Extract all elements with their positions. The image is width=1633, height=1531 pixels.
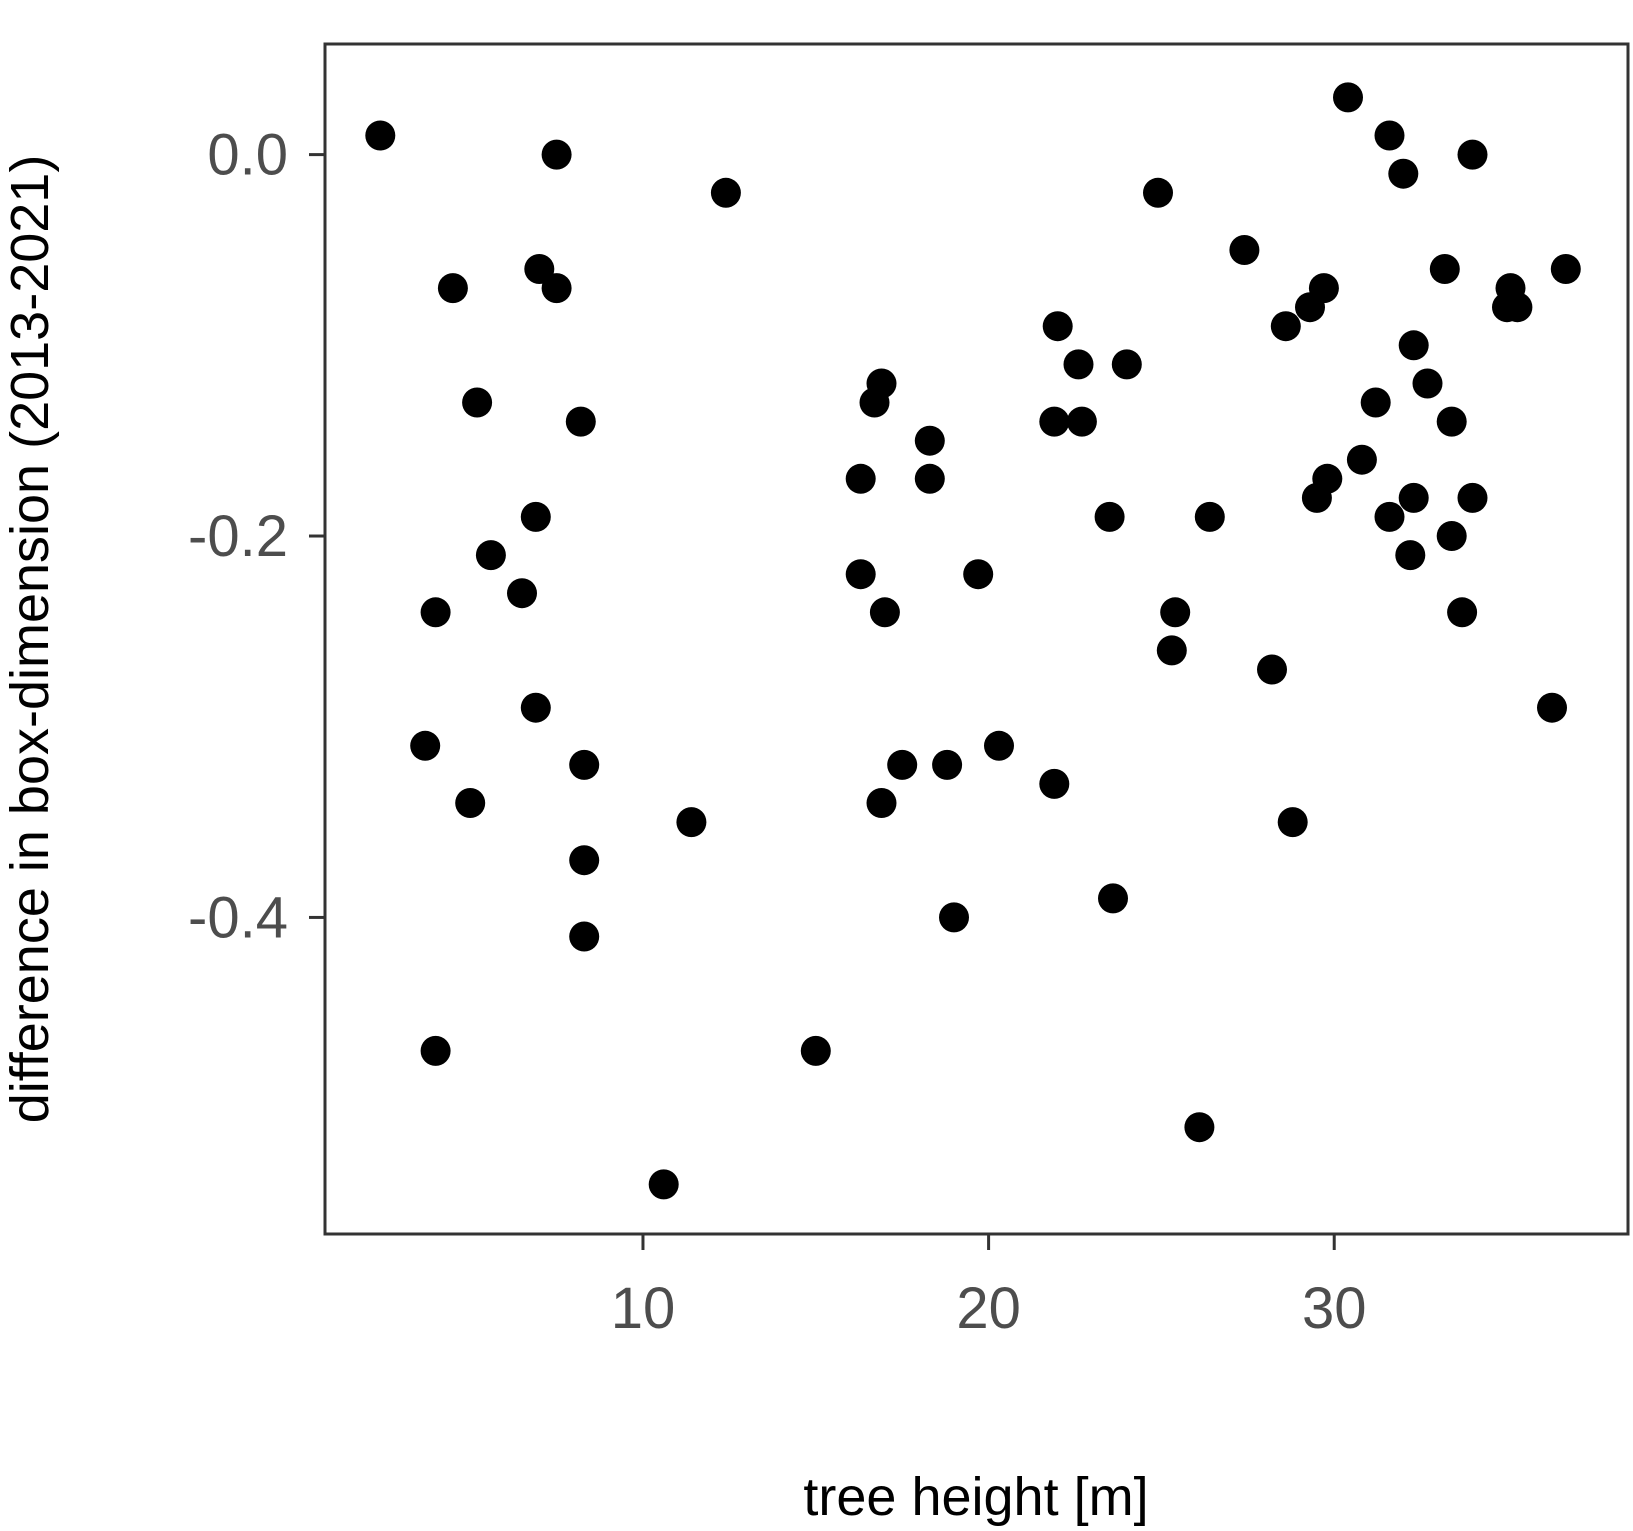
y-tick-label: 0.0 [207, 123, 288, 188]
data-point [1398, 482, 1429, 513]
data-point [914, 425, 945, 456]
data-point [984, 730, 1014, 761]
data-point [1111, 349, 1142, 380]
data-point [1257, 654, 1287, 685]
data-point [1143, 177, 1173, 208]
data-point [524, 254, 555, 284]
data-point [1063, 349, 1094, 380]
data-point [1194, 501, 1225, 532]
data-point [1295, 292, 1325, 323]
data-point [507, 578, 537, 609]
data-point [1156, 635, 1187, 666]
x-tick-label: 20 [956, 1276, 1021, 1341]
data-point [1436, 521, 1467, 551]
data-point [963, 559, 994, 590]
data-point [1457, 482, 1488, 513]
data-point [1412, 368, 1443, 399]
y-tick-label: -0.4 [188, 885, 288, 950]
data-point [939, 902, 969, 933]
data-point [1039, 768, 1070, 799]
data-point [1395, 540, 1426, 571]
data-point [520, 692, 551, 723]
data-point [1429, 254, 1460, 284]
data-point [710, 177, 741, 208]
data-point [410, 730, 441, 761]
x-tick-label: 10 [611, 1276, 676, 1341]
data-point [1184, 1112, 1215, 1143]
data-point [914, 463, 945, 494]
y-tick-label: -0.2 [188, 504, 288, 569]
data-point [1360, 387, 1391, 418]
data-point [1301, 482, 1332, 513]
data-point [859, 387, 890, 418]
y-axis-ticks: 0.0 -0.2 -0.4 [188, 123, 325, 950]
data-point [541, 139, 572, 170]
data-point [1457, 139, 1488, 170]
data-point [420, 1035, 451, 1066]
data-point [462, 387, 493, 418]
data-point [569, 845, 600, 876]
data-point [1436, 406, 1467, 437]
x-axis-title: tree height [m] [803, 1467, 1148, 1527]
data-point [1374, 501, 1405, 532]
data-point [1229, 235, 1260, 265]
data-point [569, 749, 600, 780]
data-point [845, 463, 876, 494]
data-point [541, 273, 572, 304]
data-point [1270, 311, 1301, 342]
data-point [1374, 120, 1405, 151]
data-point [845, 559, 876, 590]
data-point [1346, 444, 1377, 475]
data-point [1042, 311, 1073, 342]
data-point [437, 273, 468, 304]
data-point [1039, 406, 1070, 437]
data-point [1277, 807, 1308, 838]
x-tick-label: 30 [1302, 1276, 1367, 1341]
data-point [1398, 330, 1429, 361]
points-layer [365, 82, 1581, 1200]
data-point [565, 406, 596, 437]
data-point [1447, 597, 1478, 628]
x-axis-ticks: 10 20 30 [611, 1234, 1367, 1341]
data-point [475, 540, 506, 571]
plot-panel-border [323, 42, 1630, 1236]
data-point [520, 501, 551, 532]
data-point [1502, 292, 1533, 323]
data-point [866, 788, 897, 818]
data-point [1388, 158, 1419, 189]
data-point [1066, 406, 1097, 437]
data-point [1550, 254, 1581, 284]
data-point [1160, 597, 1191, 628]
data-point [648, 1169, 679, 1200]
data-point [869, 597, 900, 628]
data-point [1537, 692, 1567, 723]
data-point [365, 120, 396, 151]
data-point [1333, 82, 1363, 113]
y-axis-title: difference in box-dimension (2013-2021) [0, 155, 60, 1124]
data-point [569, 921, 600, 952]
data-point [1098, 883, 1128, 914]
data-point [420, 597, 451, 628]
data-point [932, 749, 963, 780]
data-point [676, 807, 707, 838]
data-point [887, 749, 918, 780]
data-point [455, 788, 486, 818]
data-point [1094, 501, 1125, 532]
data-point [800, 1035, 831, 1066]
